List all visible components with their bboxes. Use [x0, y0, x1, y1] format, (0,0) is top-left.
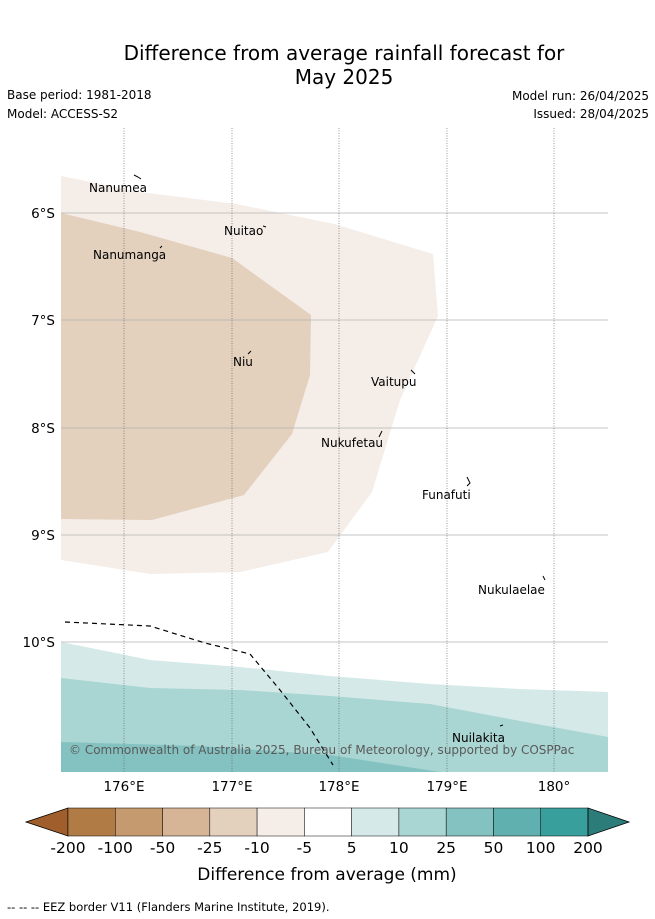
niu-island-icon — [247, 350, 252, 355]
title-line-2: May 2025 — [294, 65, 394, 89]
lon-tick-label: 180° — [538, 779, 571, 795]
base-period-label: Base period: 1981-2018 — [7, 88, 152, 102]
nuitao-island-icon — [262, 225, 267, 228]
island-label: Niu — [233, 355, 253, 369]
copyright-text: © Commonwealth of Australia 2025, Bureau… — [69, 743, 574, 757]
lon-tick-label: 177°E — [211, 779, 252, 795]
colorbar-swatch — [115, 807, 163, 837]
nukufetau-island-icon — [378, 430, 383, 438]
lat-tick-label: 7°S — [31, 313, 55, 329]
nanumanga-island-icon — [159, 245, 163, 249]
lon-tick-label: 178°E — [318, 779, 359, 795]
island-label: Vaitupu — [371, 375, 417, 389]
colorbar-swatch — [493, 807, 541, 837]
lat-tick-label: 8°S — [31, 421, 55, 437]
colorbar-tick-label: -10 — [244, 839, 269, 857]
colorbar — [24, 807, 631, 837]
colorbar-tick-label: 100 — [526, 839, 556, 857]
colorbar-swatch — [445, 807, 494, 837]
nanumea-island-icon — [133, 174, 142, 180]
colorbar-extend-high — [587, 807, 631, 837]
colorbar-swatch — [304, 807, 352, 837]
colorbar-tick-label: -5 — [297, 839, 312, 857]
wet-strong-region — [61, 742, 440, 772]
island-label: Nanumea — [89, 181, 147, 195]
colorbar-swatch — [162, 807, 211, 837]
island-label: Nuilakita — [452, 731, 505, 745]
gridlines — [61, 128, 608, 772]
lon-tick-label: 176°E — [103, 779, 144, 795]
lat-tick-label: 9°S — [31, 528, 55, 544]
colorbar-swatch — [351, 807, 400, 837]
colorbar-tick-label: 25 — [436, 839, 456, 857]
colorbar-tick-label: -25 — [197, 839, 222, 857]
lat-tick-labels: 6°S 7°S 8°S 9°S 10°S — [23, 206, 56, 651]
island-label: Nanumanga — [93, 248, 166, 262]
colorbar-tick-label: 200 — [573, 839, 603, 857]
island-label: Nuitao — [224, 224, 263, 238]
eez-border-legend: -- -- -- EEZ border V11 (Flanders Marine… — [7, 900, 330, 914]
vaitupu-island-icon — [410, 369, 416, 375]
colorbar-swatch — [67, 807, 116, 837]
model-label: Model: ACCESS-S2 — [7, 107, 119, 121]
colorbar-tick-label: 10 — [389, 839, 409, 857]
colorbar-extend-low — [24, 807, 69, 837]
colorbar-tick-label: -100 — [98, 839, 133, 857]
nuilakita-island-icon — [499, 724, 504, 727]
page-title: Difference from average rainfall forecas… — [0, 41, 655, 89]
colorbar-axis-label: Difference from average (mm) — [197, 865, 456, 885]
colorbar-swatch — [209, 807, 258, 837]
island-label: Nukufetau — [321, 436, 383, 450]
lat-tick-label: 6°S — [31, 206, 55, 222]
lon-tick-labels: 176°E 177°E 178°E 179°E 180° — [103, 779, 570, 795]
map-panel — [61, 128, 608, 772]
issued-label: Issued: 28/04/2025 — [533, 107, 649, 121]
colorbar-swatch — [398, 807, 447, 837]
colorbar-tick-label: 50 — [484, 839, 504, 857]
colorbar-swatch — [540, 807, 589, 837]
title-line-1: Difference from average rainfall forecas… — [123, 41, 565, 65]
model-run-label: Model run: 26/04/2025 — [511, 89, 649, 103]
colorbar-tick-label: -50 — [150, 839, 175, 857]
colorbar-swatch — [256, 807, 305, 837]
island-label: Funafuti — [422, 488, 471, 502]
colorbar-tick-label: -200 — [50, 839, 85, 857]
island-label: Nukulaelae — [478, 583, 545, 597]
dry-inner-region — [61, 213, 311, 520]
funafuti-island-icon — [466, 476, 471, 487]
nukulaelae-island-icon — [542, 575, 546, 581]
colorbar-tick-labels: -200 -100 -50 -25 -10 -5 5 10 25 50 100 200 — [50, 839, 602, 857]
lat-tick-label: 10°S — [23, 635, 56, 651]
eez-border-line — [64, 621, 334, 766]
island-shapes — [133, 174, 546, 727]
island-labels: Nanumea Nuitao Nanumanga Niu Vaitupu Nuk… — [89, 181, 545, 745]
colorbar-tick-label: 5 — [347, 839, 357, 857]
lon-tick-label: 179°E — [426, 779, 467, 795]
